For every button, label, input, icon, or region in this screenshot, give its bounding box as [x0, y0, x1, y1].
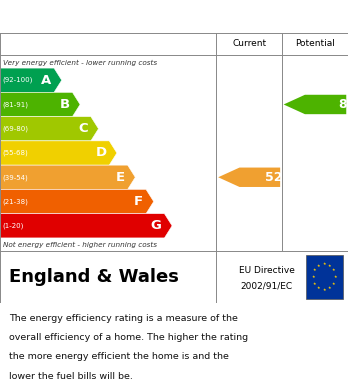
Text: Energy Efficiency Rating: Energy Efficiency Rating — [9, 9, 211, 24]
Text: Current: Current — [232, 39, 266, 48]
Text: ★: ★ — [317, 286, 321, 291]
Text: (55-68): (55-68) — [3, 150, 29, 156]
Bar — [306, 255, 343, 299]
Text: ★: ★ — [317, 264, 321, 268]
Text: 83: 83 — [338, 98, 348, 111]
Polygon shape — [284, 95, 346, 114]
Polygon shape — [0, 68, 62, 92]
Text: lower the fuel bills will be.: lower the fuel bills will be. — [9, 371, 133, 381]
Text: overall efficiency of a home. The higher the rating: overall efficiency of a home. The higher… — [9, 333, 248, 342]
Text: B: B — [60, 98, 70, 111]
Text: D: D — [95, 147, 106, 160]
Polygon shape — [0, 165, 135, 189]
Text: England & Wales: England & Wales — [9, 268, 179, 286]
Text: ★: ★ — [334, 275, 337, 279]
Text: The energy efficiency rating is a measure of the: The energy efficiency rating is a measur… — [9, 314, 238, 323]
Text: (81-91): (81-91) — [3, 101, 29, 108]
Text: ★: ★ — [313, 269, 317, 273]
Text: ★: ★ — [323, 262, 326, 266]
Text: (39-54): (39-54) — [3, 174, 29, 181]
Text: A: A — [41, 74, 51, 87]
Polygon shape — [0, 189, 154, 213]
Text: G: G — [151, 219, 161, 232]
Polygon shape — [0, 213, 172, 238]
Text: ★: ★ — [328, 264, 332, 268]
Text: 2002/91/EC: 2002/91/EC — [240, 282, 293, 291]
Polygon shape — [218, 168, 280, 187]
Text: (21-38): (21-38) — [3, 198, 29, 205]
Text: ★: ★ — [313, 282, 317, 285]
Polygon shape — [0, 117, 98, 141]
Text: (92-100): (92-100) — [3, 77, 33, 83]
Text: 52: 52 — [265, 171, 283, 184]
Text: ★: ★ — [332, 282, 336, 285]
Text: E: E — [116, 171, 125, 184]
Text: Very energy efficient - lower running costs: Very energy efficient - lower running co… — [3, 60, 157, 66]
Text: Potential: Potential — [295, 39, 335, 48]
Text: ★: ★ — [332, 269, 336, 273]
Polygon shape — [0, 141, 117, 165]
Text: ★: ★ — [328, 286, 332, 291]
Text: ★: ★ — [311, 275, 315, 279]
Text: F: F — [134, 195, 143, 208]
Text: EU Directive: EU Directive — [238, 266, 294, 275]
Text: C: C — [78, 122, 88, 135]
Text: (69-80): (69-80) — [3, 126, 29, 132]
Text: the more energy efficient the home is and the: the more energy efficient the home is an… — [9, 352, 229, 361]
Polygon shape — [0, 92, 80, 117]
Text: ★: ★ — [323, 288, 326, 292]
Text: (1-20): (1-20) — [3, 222, 24, 229]
Text: Not energy efficient - higher running costs: Not energy efficient - higher running co… — [3, 242, 157, 248]
